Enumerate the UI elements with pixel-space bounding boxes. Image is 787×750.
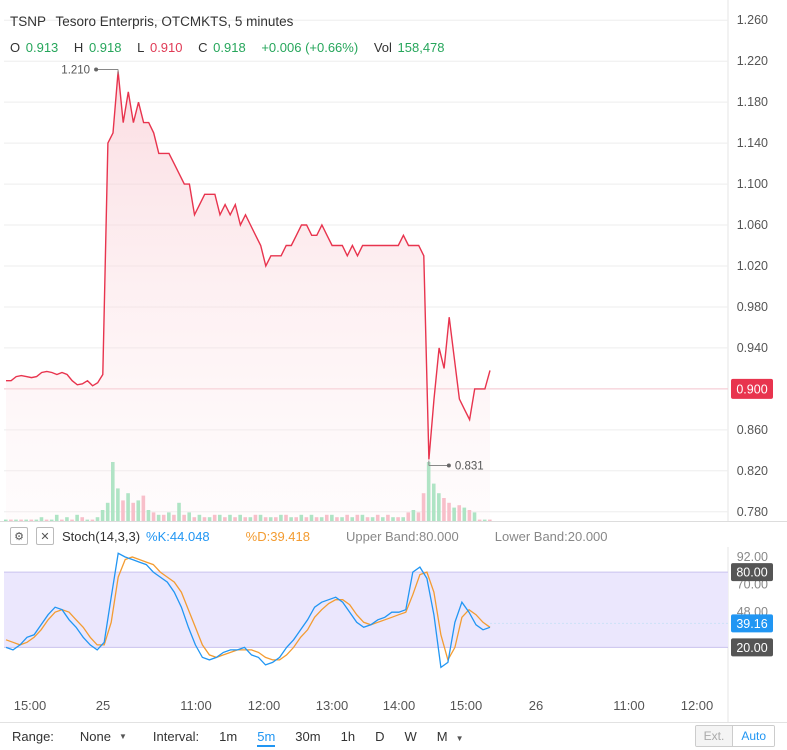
time-axis-label: 12:00	[681, 698, 714, 713]
interval-30m[interactable]: 30m	[295, 729, 321, 744]
interval-1h[interactable]: 1h	[340, 729, 356, 744]
open-label: O	[10, 40, 21, 55]
interval-d[interactable]: D	[375, 729, 385, 744]
interval-w[interactable]: W	[404, 729, 417, 744]
interval-1m[interactable]: 1m	[219, 729, 238, 744]
stoch-band	[4, 572, 728, 648]
interval-5m[interactable]: 5m	[257, 729, 276, 747]
time-axis-label: 15:00	[14, 698, 47, 713]
stoch-upper-tag	[731, 563, 773, 582]
high-marker-dot	[94, 67, 99, 72]
time-axis-label: 13:00	[316, 698, 349, 713]
price-line	[6, 71, 491, 460]
price-tick-label: 1.220	[737, 54, 768, 68]
stoch-lower-label: 20.00	[736, 641, 767, 655]
stoch-tick-label: 92.00	[737, 550, 768, 564]
price-tick-label: 1.260	[737, 13, 768, 27]
time-axis-label: 25	[96, 698, 110, 713]
last-price-tag	[731, 378, 773, 399]
stoch-k-line	[5, 552, 491, 669]
ext-auto-toggle: Ext. Auto	[694, 725, 775, 747]
time-axis-label: 12:00	[248, 698, 281, 713]
ext-button[interactable]: Ext.	[695, 726, 733, 746]
price-area	[6, 71, 490, 522]
stoch-k-tag	[731, 614, 773, 633]
close-label: C	[198, 40, 208, 55]
high-label: H	[73, 40, 84, 55]
gear-icon: ⚙	[14, 530, 24, 543]
volume-value: 158,478	[397, 40, 445, 55]
time-axis-label: 14:00	[383, 698, 416, 713]
close-value: 0.918	[213, 40, 246, 55]
volume-label: Vol	[373, 40, 392, 55]
price-tick-label: 0.860	[737, 423, 768, 437]
price-tick-label: 1.140	[737, 136, 768, 150]
range-dropdown[interactable]: None	[79, 729, 111, 744]
auto-button[interactable]: Auto	[732, 726, 774, 746]
symbol-header: TSNP Tesoro Enterpris, OTCMKTS, 5 minute…	[10, 14, 293, 29]
symbol: TSNP	[10, 14, 47, 29]
indicator-lower-band: Lower Band:20.000	[494, 528, 608, 544]
high-value: 0.918	[88, 40, 122, 55]
price-tick-label: 1.060	[737, 218, 768, 232]
time-axis-label: 11:00	[613, 698, 645, 713]
symbol-description: Tesoro Enterpris, OTCMKTS, 5 minutes	[55, 14, 294, 29]
indicator-remove-button[interactable]: ✕	[36, 527, 54, 545]
last-price-label: 0.900	[736, 382, 767, 396]
stoch-upper-label: 80.00	[736, 566, 767, 580]
price-tick-label: 1.180	[737, 95, 768, 109]
close-icon: ✕	[40, 530, 50, 543]
low-value: 0.910	[149, 40, 183, 55]
stoch-k-label: 39.16	[736, 617, 767, 631]
caret-down-icon[interactable]: ▼	[119, 732, 127, 741]
price-axis-area	[728, 0, 787, 522]
low-label: L	[137, 40, 145, 55]
price-chart[interactable]: 1.260 1.220 1.180 1.140 1.100 1.060 1.020 0.980…	[0, 0, 787, 522]
indicator-d-value: %D:39.418	[245, 528, 310, 544]
bottom-toolbar: Range: None ▼ Interval: 1m 5m 30m 1h D W M ▼ Ex…	[0, 722, 787, 750]
interval-m[interactable]: M	[436, 729, 448, 744]
high-marker-label: 1.210	[61, 64, 90, 76]
indicator-name: Stoch(14,3,3)	[62, 528, 141, 544]
stochastic-chart[interactable]: 92.0070.0048.0020.0080.0020.0039.1615:00…	[0, 547, 787, 722]
low-marker-dot	[446, 463, 451, 468]
time-axis-label: 26	[529, 698, 543, 713]
caret-down-icon[interactable]: ▼	[455, 734, 464, 743]
price-tick-label: 0.780	[737, 505, 768, 519]
indicator-k-value: %K:44.048	[146, 528, 210, 544]
price-tick-label: 1.020	[737, 259, 768, 273]
indicator-upper-band: Upper Band:80.000	[345, 528, 459, 544]
change-value: +0.006 (+0.66%)	[261, 40, 359, 55]
indicator-legend: ⚙ ✕ Stoch(14,3,3) %K:44.048 %D:39.418 Up…	[10, 526, 608, 546]
time-axis-label: 15:00	[450, 698, 483, 713]
price-tick-label: 0.820	[737, 464, 768, 478]
stoch-d-line	[5, 556, 491, 662]
price-tick-label: 0.940	[737, 341, 768, 355]
open-value: 0.913	[25, 40, 59, 55]
interval-list: 1m 5m 30m 1h D W M ▼	[199, 729, 464, 747]
price-tick-label: 1.100	[737, 177, 768, 191]
volume-bar	[4, 519, 8, 522]
indicator-settings-button[interactable]: ⚙	[10, 527, 28, 545]
ohlc-row: O 0.913 H 0.918 L 0.910 C 0.918 +0.006 (…	[10, 40, 457, 55]
price-tick-label: 0.980	[737, 300, 768, 314]
stoch-tick-label: 70.00	[737, 578, 768, 592]
time-axis-label: 11:00	[180, 698, 212, 713]
stoch-lower-tag	[731, 638, 773, 657]
low-marker-label: 0.831	[455, 461, 484, 473]
interval-label: Interval:	[152, 729, 200, 744]
range-label: Range:	[12, 729, 54, 744]
